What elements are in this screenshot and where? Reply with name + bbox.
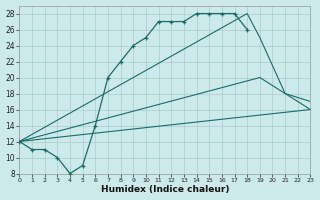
X-axis label: Humidex (Indice chaleur): Humidex (Indice chaleur)	[101, 185, 229, 194]
